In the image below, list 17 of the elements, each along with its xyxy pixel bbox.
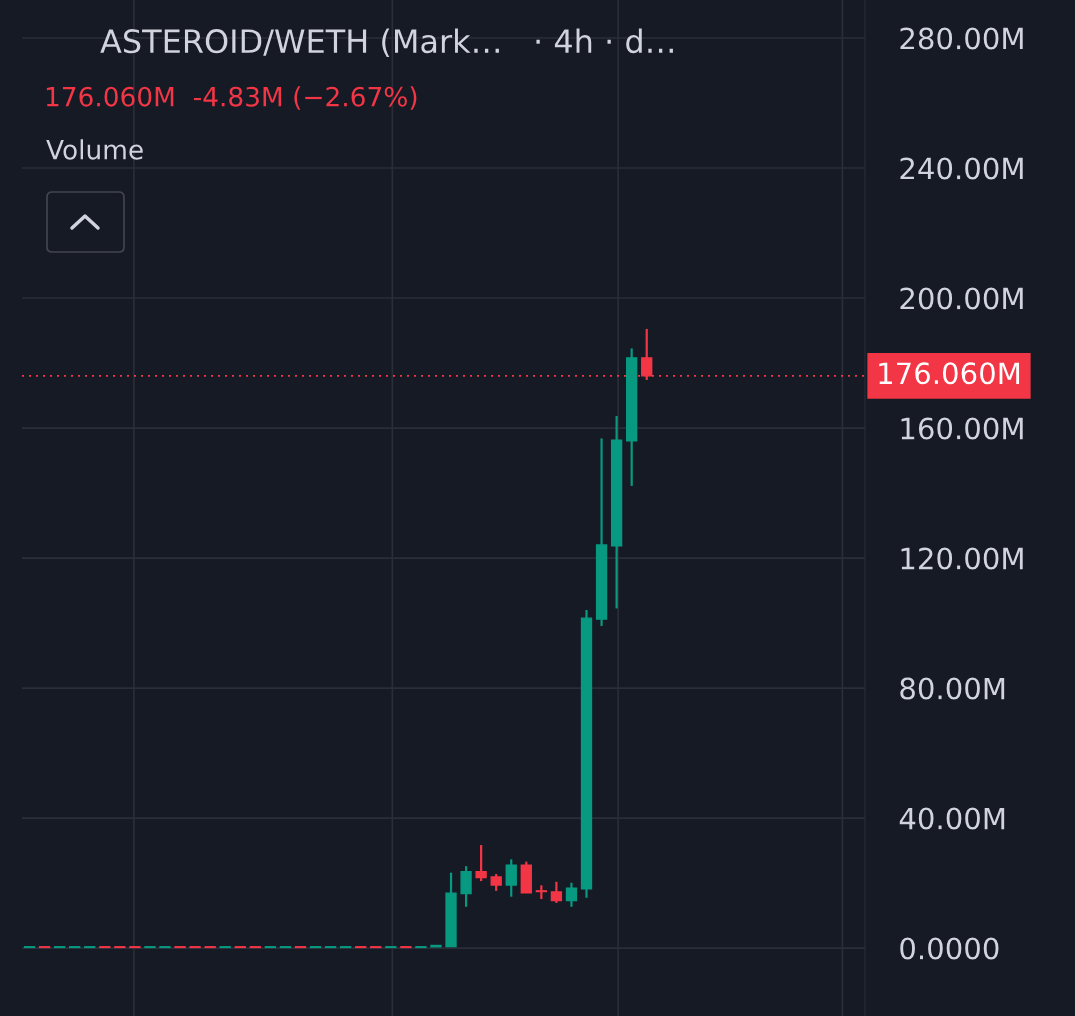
candlestick [475, 843, 487, 883]
y-tick-label: 120.00M [901, 547, 1023, 570]
text: 176.060M -4.83M (−2.67%) [46, 86, 417, 110]
y-tick-label: 80.00M [900, 677, 1005, 700]
candlestick [565, 881, 578, 908]
y-tick-label: 40.00M [899, 807, 1005, 830]
y-tick-label: 200.00M [900, 287, 1023, 310]
y-tick-label: 240.00M [900, 157, 1023, 180]
y-tick-label: 280.00M [900, 27, 1023, 50]
annotation: Volume [46, 139, 143, 160]
text: ASTEROID/WETH (Mark… · 4h · d… [100, 28, 673, 58]
y-tick-label: 160.00M [901, 417, 1023, 440]
y-tick-label: 0.0000 [900, 937, 999, 960]
candlestick [460, 865, 472, 908]
ref-line-label: 176.060M [879, 362, 1020, 385]
candlestick [550, 880, 563, 904]
candlestick [505, 858, 517, 898]
